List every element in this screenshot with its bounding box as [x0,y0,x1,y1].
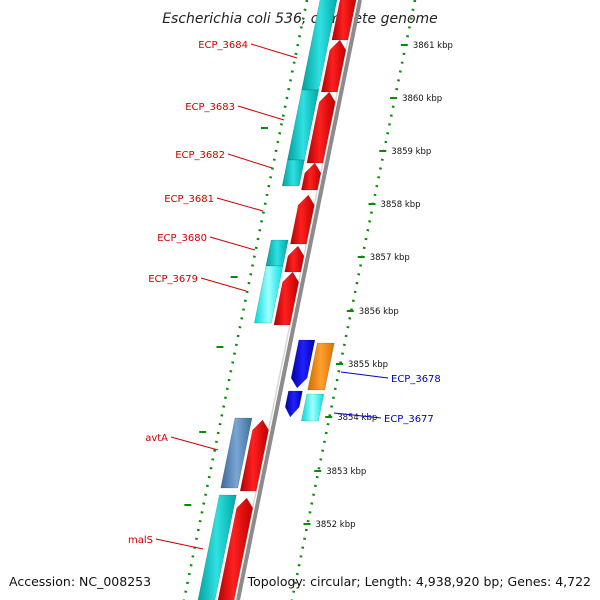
outer-dotted-track [290,0,417,600]
gene-label-ECP_3681: ECP_3681 [164,194,214,205]
gene-label-ECP_3677: ECP_3677 [384,414,434,425]
kbp-tick-label: 3861 kbp [413,41,453,51]
label-leader-ECP_3679 [200,277,247,292]
cds-avtA [239,419,269,492]
misc-feature-cyan-1 [254,265,284,324]
misc-feature-teal-5 [197,494,237,600]
cds-ECP_3678-blue [290,339,316,389]
kbp-tick-label: 3855 kbp [348,360,388,370]
kbp-ticks: 3861 kbp 3860 kbp 3859 kbp 3858 kbp 3857 kbp… [184,41,453,530]
label-leader-ECP_3681 [216,197,264,212]
kbp-tick-label: 3853 kbp [326,467,366,477]
cds-ECP_3682 [301,162,322,191]
kbp-tick-label: 3854 kbp [337,413,377,423]
cds-ECP_3684 [320,39,347,93]
gene-label-ECP_3680: ECP_3680 [157,233,207,244]
cds-ECP_3685-segment [331,0,357,41]
genome-backbone-shadow [233,0,357,600]
cds-ECP_3683 [306,91,336,164]
kbp-tick-label: 3860 kbp [402,94,442,104]
genome-backbone [236,0,362,600]
cds-ECP_3680 [284,245,305,273]
gene-label-ECP_3683: ECP_3683 [185,102,235,113]
kbp-tick-label: 3856 kbp [359,307,399,317]
accession-text: Accession: NC_008253 [9,574,151,589]
inner-dotted-track [182,0,309,600]
kbp-tick-label: 3852 kbp [315,520,355,530]
gene-labels: ECP_3684 ECP_3683 ECP_3682 ECP_3681 ECP_3680… [128,40,441,550]
cds-ECP_3678 [307,342,335,391]
gene-label-ECP_3684: ECP_3684 [198,40,248,51]
gene-features [197,0,357,600]
summary-text: Topology: circular; Length: 4,938,920 bp… [247,574,591,589]
misc-feature-teal-4 [265,239,289,267]
misc-feature-teal-3 [281,159,305,187]
cds-ECP_3681 [290,194,315,245]
map-title: Escherichia coli 536, complete genome [162,11,438,27]
cds-ECP_3679 [273,271,299,326]
gene-label-ECP_3682: ECP_3682 [175,150,225,161]
misc-feature-steel [220,417,253,489]
label-leader-ECP_3680 [209,236,256,251]
gene-label-ECP_3679: ECP_3679 [148,274,198,285]
label-leader-avtA [170,436,219,451]
cds-ECP_3677 [301,393,325,422]
label-leader-ECP_3684 [250,43,298,59]
label-leader-ECP_3678 [340,371,389,379]
gene-label-avtA: avtA [145,433,168,444]
label-leader-ECP_3683 [237,105,285,121]
cds-ECP_3677-blue [284,390,303,418]
cds-malS [217,497,253,600]
label-leader-ECP_3682 [227,153,273,169]
kbp-tick-label: 3859 kbp [391,147,431,157]
label-leader-malS [155,538,204,550]
gene-label-ECP_3678: ECP_3678 [391,374,441,385]
kbp-tick-label: 3857 kbp [370,253,410,263]
kbp-tick-label: 3858 kbp [381,200,421,210]
gene-label-malS: malS [128,535,153,546]
label-leader-ECP_3677 [333,412,382,419]
